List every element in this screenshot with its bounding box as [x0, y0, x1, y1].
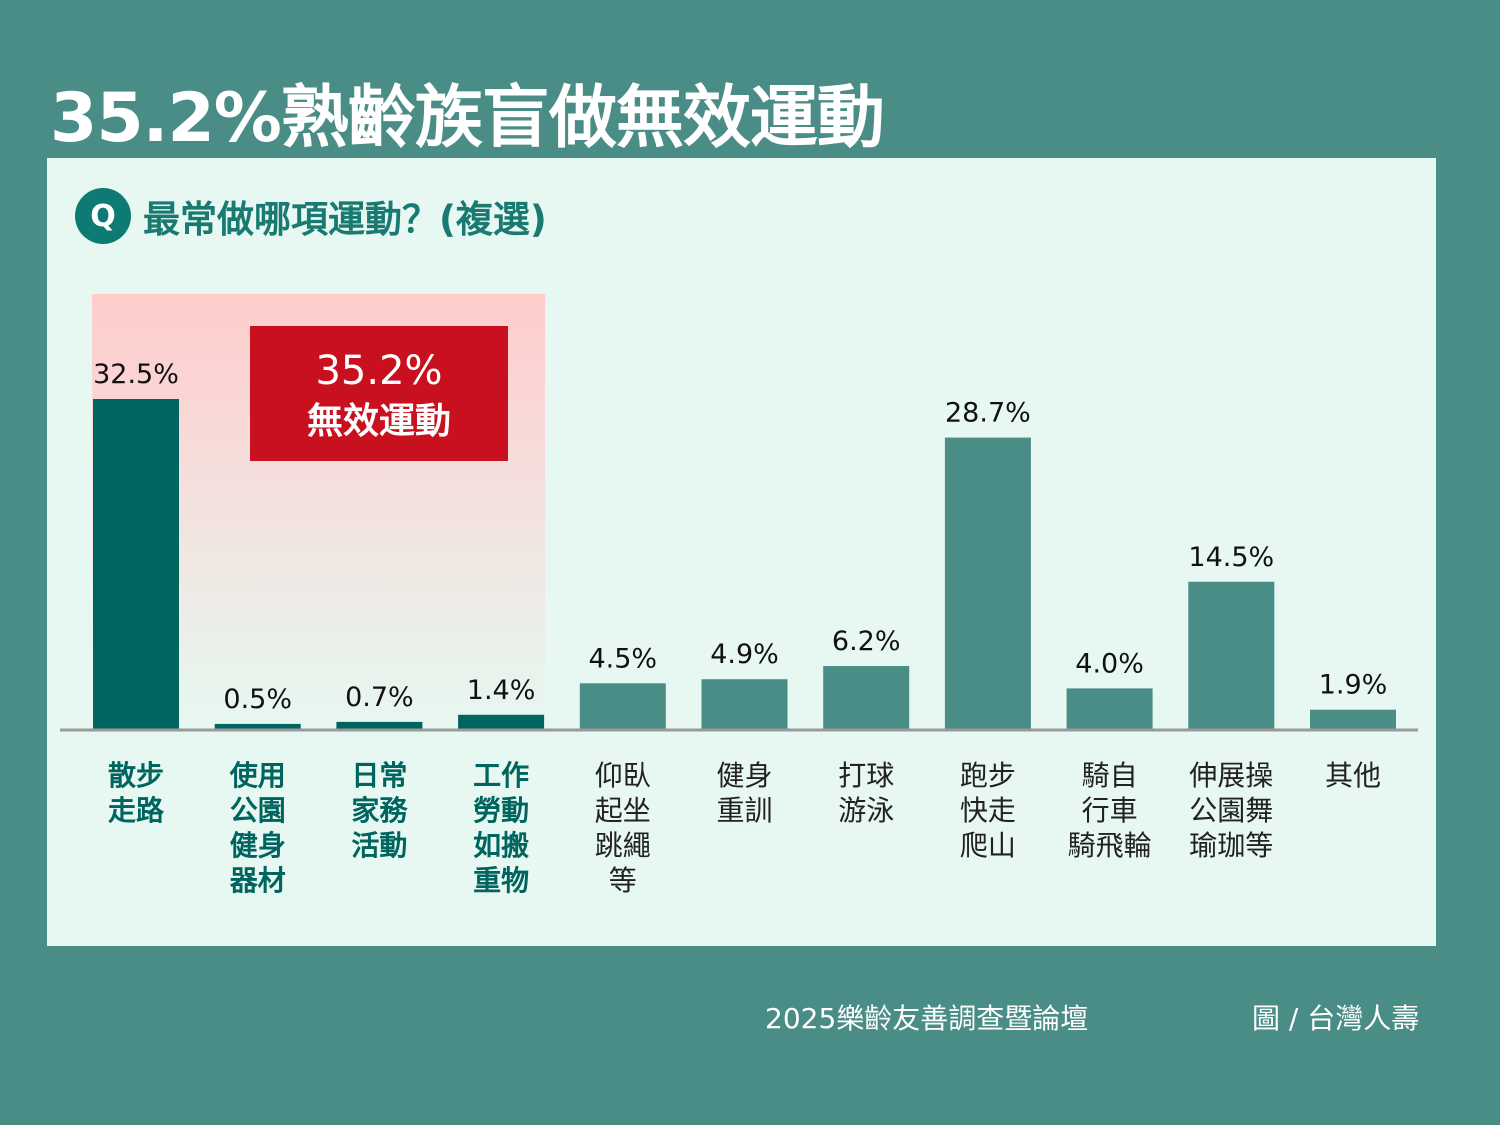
- category-label-6: 打球游泳: [838, 759, 894, 827]
- value-label-10: 1.9%: [1319, 670, 1388, 701]
- bar-10: [1310, 709, 1396, 729]
- bar-6: [823, 666, 910, 729]
- category-label-1: 使用公園健身器材: [229, 759, 286, 897]
- category-label-10: 其他: [1325, 759, 1381, 792]
- bar-7: [944, 437, 1031, 729]
- value-label-8: 4.0%: [1075, 648, 1144, 679]
- value-label-7: 28.7%: [945, 398, 1031, 429]
- category-label-7: 跑步快走爬山: [960, 759, 1016, 862]
- bar-chart: 32.5% 0.5% 0.7% 1.4% 4.5% 4.9% 6.2% 28.7% 4.0% 14…: [60, 294, 1418, 897]
- footer-credit: 圖 / 台灣人壽: [1252, 1002, 1420, 1035]
- page-title: 35.2%熟齡族盲做無效運動: [50, 79, 885, 158]
- value-label-5: 4.9%: [710, 639, 779, 670]
- value-label-9: 14.5%: [1188, 542, 1274, 573]
- category-label-3: 工作勞動如搬重物: [473, 759, 529, 897]
- bar-0: [93, 399, 179, 729]
- bar-2: [336, 721, 423, 729]
- bar-4: [579, 683, 666, 729]
- category-label-9: 伸展操公園舞瑜珈等: [1189, 759, 1273, 862]
- value-label-2: 0.7%: [345, 682, 414, 713]
- bar-9: [1188, 581, 1275, 729]
- question-text: 最常做哪項運動？(複選): [143, 198, 547, 241]
- value-label-1: 0.5%: [223, 684, 292, 715]
- category-label-5: 健身重訓: [716, 759, 772, 827]
- bar-3: [458, 714, 545, 729]
- question-header: Q 最常做哪項運動？(複選): [75, 188, 547, 244]
- ineffective-callout-box: [250, 326, 508, 461]
- category-label-8: 騎自行車騎飛輪: [1068, 759, 1152, 862]
- value-label-3: 1.4%: [467, 675, 536, 706]
- callout-value: 35.2%: [315, 348, 442, 394]
- value-label-6: 6.2%: [832, 626, 901, 657]
- callout-label: 無效運動: [307, 401, 451, 442]
- chart-panel: Q 最常做哪項運動？(複選) 32.5% 0.5% 0.7% 1.4% 4.5% 4.9%…: [47, 158, 1436, 946]
- category-label-0: 散步走路: [108, 759, 165, 827]
- question-icon: Q: [75, 188, 131, 244]
- footer-source: 2025樂齡友善調查暨論壇: [765, 1002, 1089, 1035]
- category-label-4: 仰臥起坐跳繩等: [595, 759, 651, 897]
- value-label-4: 4.5%: [588, 643, 657, 674]
- bar-8: [1066, 688, 1153, 729]
- category-label-2: 日常家務活動: [351, 759, 408, 862]
- value-label-0: 32.5%: [93, 359, 179, 390]
- bar-5: [701, 679, 788, 729]
- bar-1: [214, 723, 301, 729]
